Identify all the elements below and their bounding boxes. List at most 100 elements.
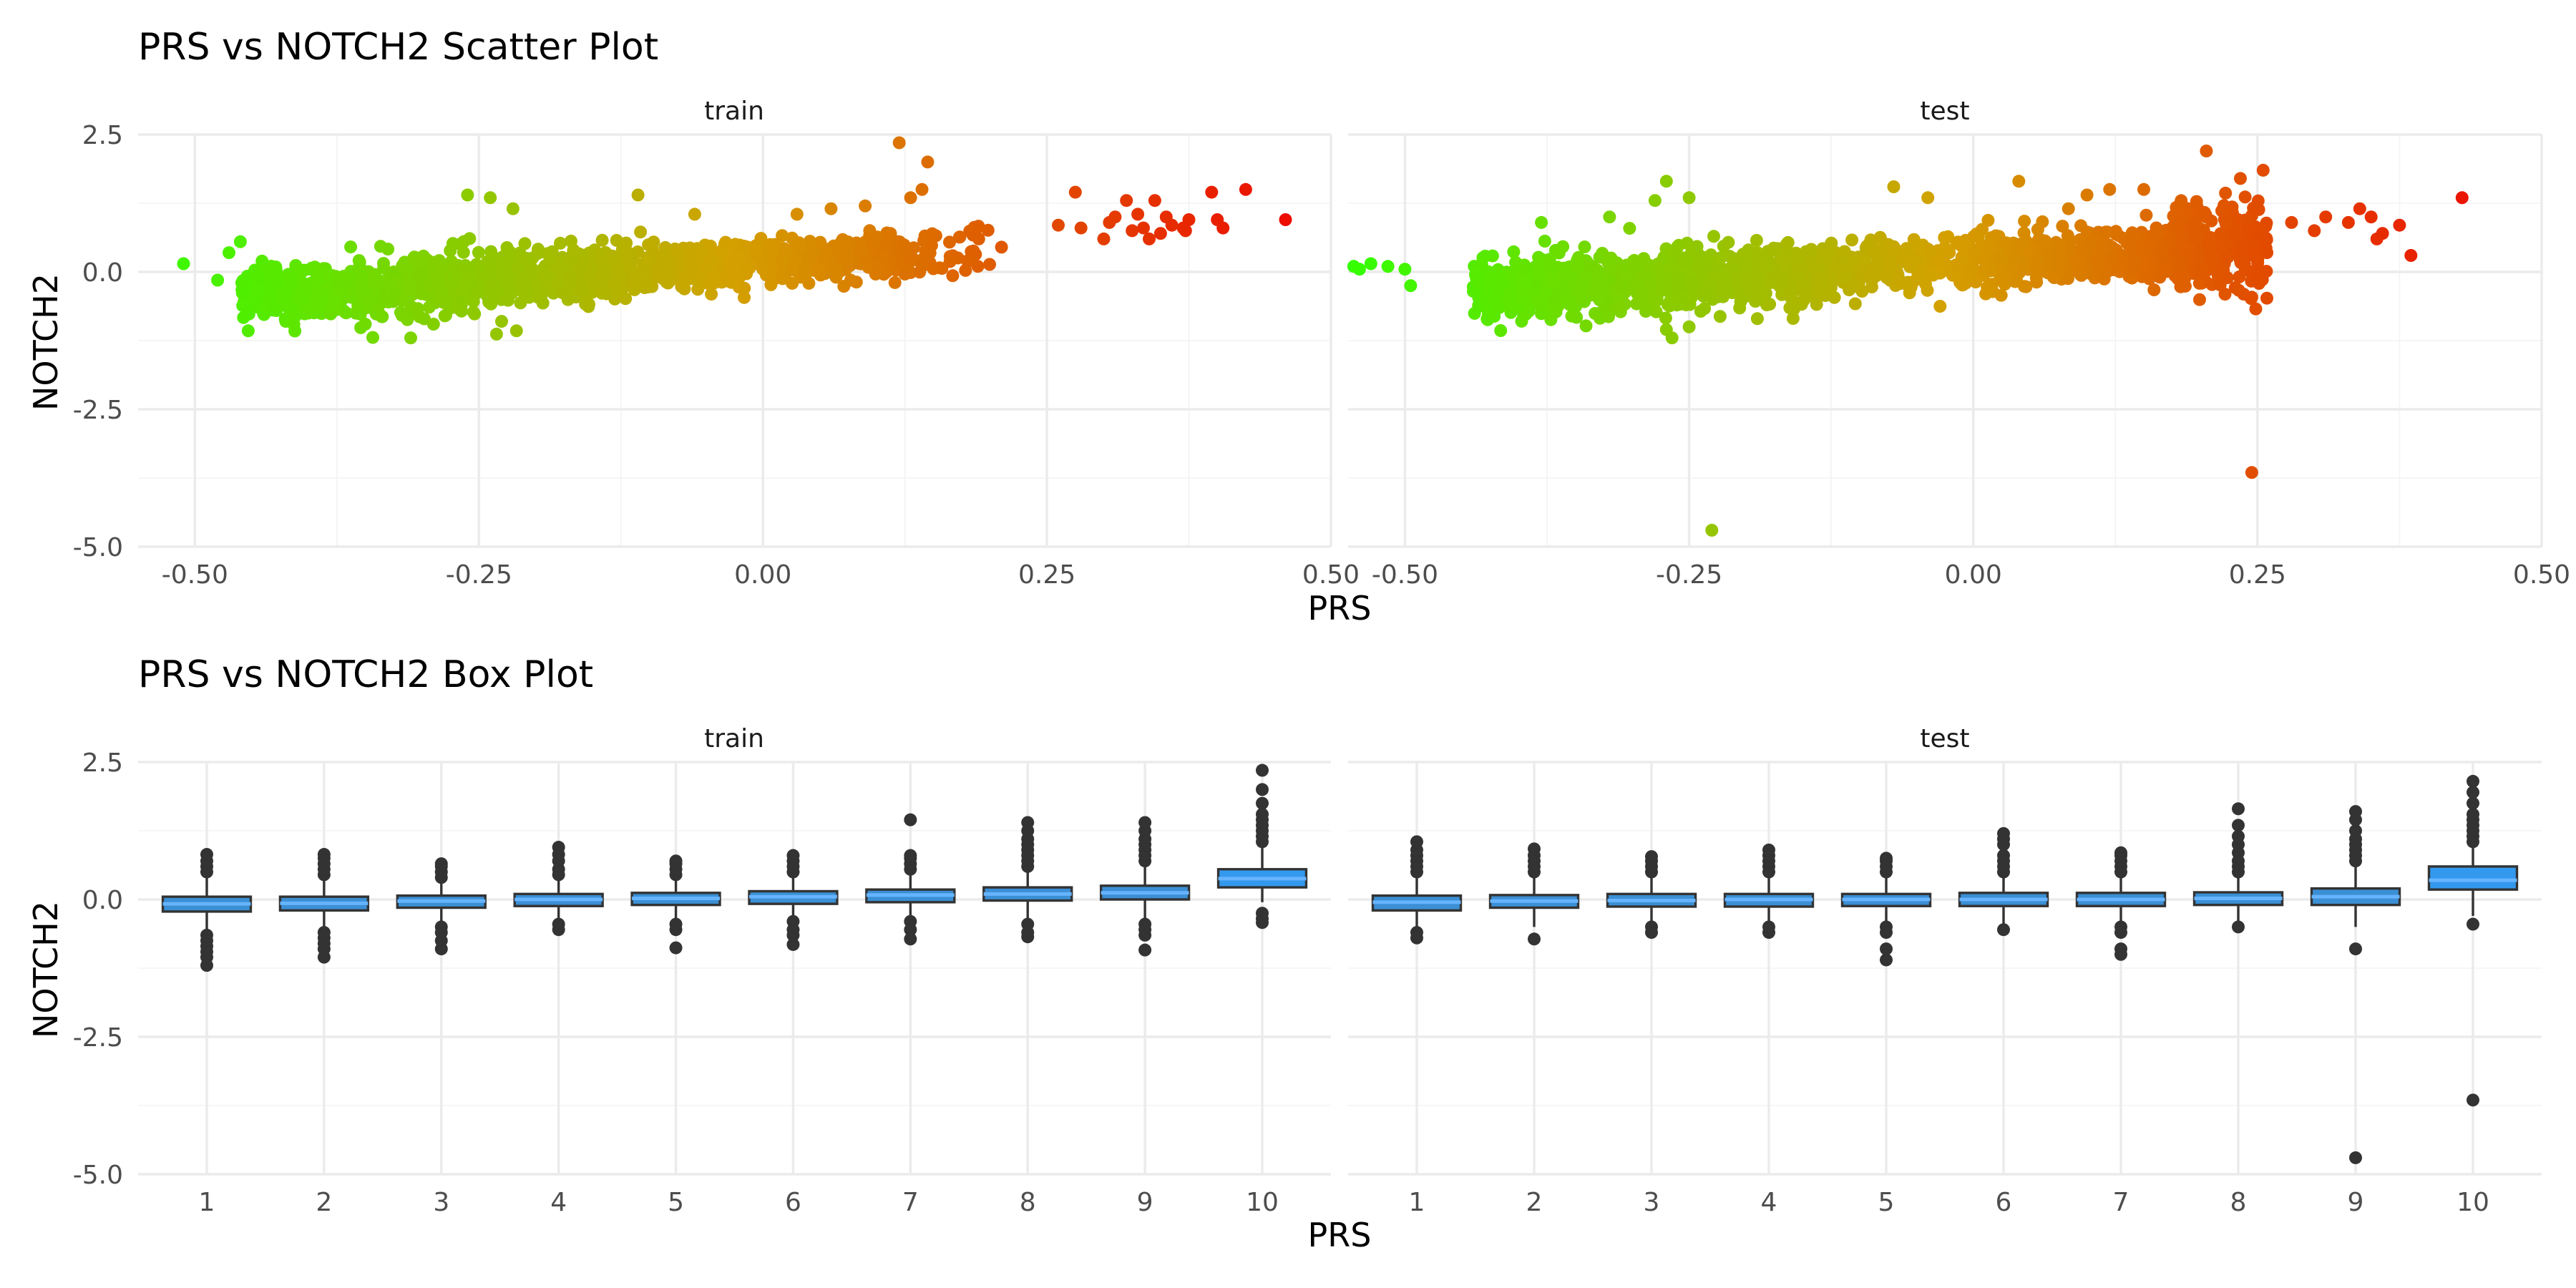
data-point	[1641, 258, 1655, 272]
data-point	[2256, 163, 2270, 177]
data-point	[1967, 230, 1981, 243]
data-point	[2090, 252, 2104, 265]
data-point	[1760, 254, 1774, 268]
data-point	[536, 296, 550, 310]
data-point	[861, 254, 874, 268]
data-point	[1742, 280, 1756, 294]
data-point	[1068, 185, 1082, 199]
data-point	[1126, 224, 1139, 238]
data-point	[565, 255, 579, 269]
data-point	[1137, 221, 1150, 235]
data-point	[2160, 263, 2173, 275]
data-point	[898, 268, 912, 280]
data-point	[2080, 225, 2094, 239]
data-point	[353, 260, 367, 274]
data-point	[2234, 172, 2247, 185]
data-point	[2029, 264, 2042, 278]
data-point	[248, 263, 262, 277]
data-point	[1922, 265, 1936, 279]
data-point	[1616, 280, 1629, 294]
data-point	[805, 248, 819, 261]
box-outlier	[2467, 786, 2479, 799]
data-point	[2219, 217, 2233, 230]
data-point	[1883, 263, 1897, 277]
data-point	[1352, 263, 1366, 276]
data-point	[2220, 250, 2233, 264]
data-point	[1649, 305, 1663, 318]
data-point	[876, 250, 889, 263]
y-axis-title: NOTCH2	[26, 901, 65, 1038]
data-point	[2215, 204, 2228, 218]
data-point	[2018, 280, 2031, 293]
data-point	[1692, 248, 1705, 260]
box-outlier	[1880, 926, 1893, 940]
box-outlier	[552, 923, 565, 937]
scatter-panel-train: -0.50 -0.25 0.00 0.25 0.50	[138, 133, 1360, 590]
data-point	[972, 232, 985, 245]
data-point	[1799, 291, 1813, 304]
data-point	[907, 241, 920, 255]
data-point	[628, 274, 642, 288]
x-tick-label: 10	[2457, 1188, 2489, 1217]
data-point	[1594, 311, 1606, 325]
box-outlier	[669, 923, 683, 937]
data-point	[943, 250, 957, 263]
data-point	[2074, 268, 2087, 281]
box-outlier	[2114, 926, 2127, 940]
data-point	[1981, 213, 1995, 227]
data-point	[2129, 254, 2142, 268]
data-point	[1795, 260, 1808, 274]
data-point	[653, 263, 666, 277]
data-point	[555, 261, 568, 274]
data-point	[1962, 265, 1976, 278]
data-point	[524, 263, 537, 276]
data-point	[1074, 221, 1088, 235]
data-point	[1404, 279, 1418, 293]
data-point	[1554, 287, 1568, 301]
box-outlier	[2232, 802, 2245, 816]
data-point	[888, 275, 902, 289]
x-tick-label: 0.00	[1945, 560, 2002, 590]
data-point	[532, 243, 545, 256]
panel-label-test: test	[1920, 724, 1969, 753]
data-point	[628, 283, 641, 296]
box-outlier	[2467, 796, 2479, 810]
data-point	[275, 291, 288, 305]
data-point	[639, 265, 653, 278]
data-point	[1713, 310, 1727, 323]
data-point	[1398, 263, 1412, 276]
data-point	[1694, 305, 1707, 318]
data-point	[211, 273, 225, 287]
box-outlier	[904, 923, 917, 937]
data-point	[1543, 259, 1556, 273]
data-point	[1766, 272, 1780, 286]
data-point	[2353, 202, 2366, 215]
data-point	[2030, 275, 2044, 289]
data-point	[1777, 259, 1791, 273]
data-point	[1845, 233, 1859, 247]
data-point	[455, 304, 468, 318]
data-point	[2247, 201, 2260, 215]
data-point	[1866, 262, 1880, 275]
data-point	[686, 260, 700, 273]
data-point	[2191, 230, 2205, 244]
data-point	[921, 155, 935, 169]
data-point	[766, 272, 779, 286]
data-point	[1643, 278, 1657, 292]
data-point	[595, 269, 608, 283]
data-point	[1797, 278, 1810, 292]
data-point	[705, 288, 718, 301]
x-tick-label: -0.25	[446, 560, 512, 590]
data-point	[582, 298, 595, 311]
data-point	[1639, 305, 1652, 318]
data-point	[1818, 289, 1832, 303]
data-point	[2364, 210, 2378, 224]
data-point	[1989, 229, 2003, 243]
data-point	[1959, 276, 1973, 290]
data-point	[1714, 265, 1727, 279]
data-point	[1760, 298, 1774, 311]
data-point	[1535, 307, 1548, 321]
x-tick-label: 4	[1761, 1188, 1777, 1217]
data-point	[2140, 208, 2153, 222]
data-point	[1182, 213, 1196, 226]
